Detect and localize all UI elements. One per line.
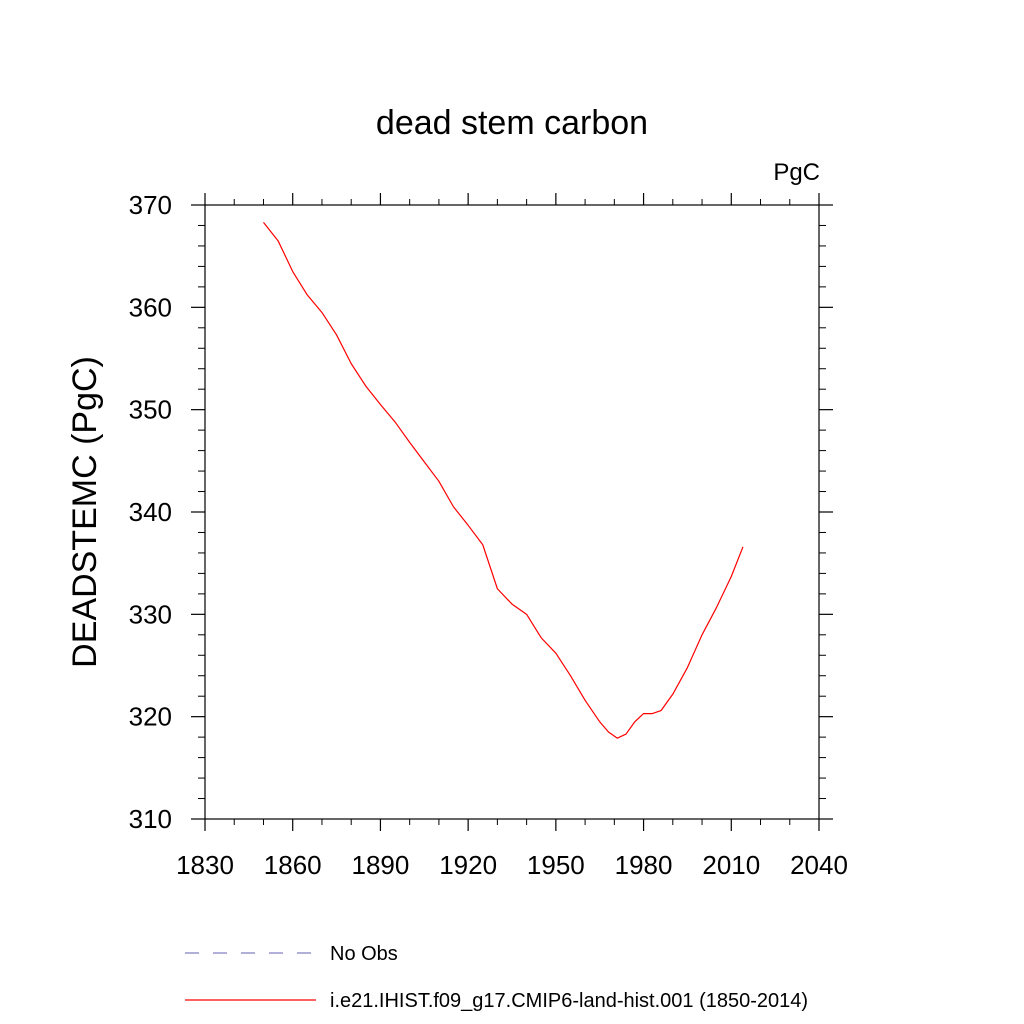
y-tick-label: 370 [129,190,172,220]
y-tick-label: 310 [129,804,172,834]
y-tick-label: 320 [129,702,172,732]
x-tick-label: 1950 [527,850,585,880]
y-tick-label: 340 [129,497,172,527]
y-tick-label: 360 [129,292,172,322]
x-tick-label: 1980 [615,850,673,880]
y-tick-label: 330 [129,599,172,629]
plot-frame [204,204,820,820]
y-tick-label: 350 [129,395,172,425]
x-tick-label: 2040 [790,850,848,880]
legend-label-1: i.e21.IHIST.f09_g17.CMIP6-land-hist.001 … [330,990,808,1012]
chart-title: dead stem carbon [376,104,648,142]
legend: No Obs i.e21.IHIST.f09_g17.CMIP6-land-his… [185,943,808,1012]
x-tick-label: 1920 [439,850,497,880]
x-tick-label: 1860 [264,850,322,880]
legend-label-0: No Obs [330,943,398,965]
x-tick-label: 1830 [176,850,234,880]
units-label: PgC [773,159,820,186]
series-lines [263,222,744,739]
x-tick-label: 2010 [702,850,760,880]
x-tick-label: 1890 [352,850,410,880]
x-tick-labels: 1830 1860 1890 1920 1950 1980 2010 2040 [176,850,848,880]
y-axis-label: DEADSTEMC (PgC) [66,356,104,668]
axis-ticks [191,193,833,831]
y-tick-labels: 310 320 330 340 350 360 370 [129,190,172,834]
series-line-1 [263,222,744,739]
